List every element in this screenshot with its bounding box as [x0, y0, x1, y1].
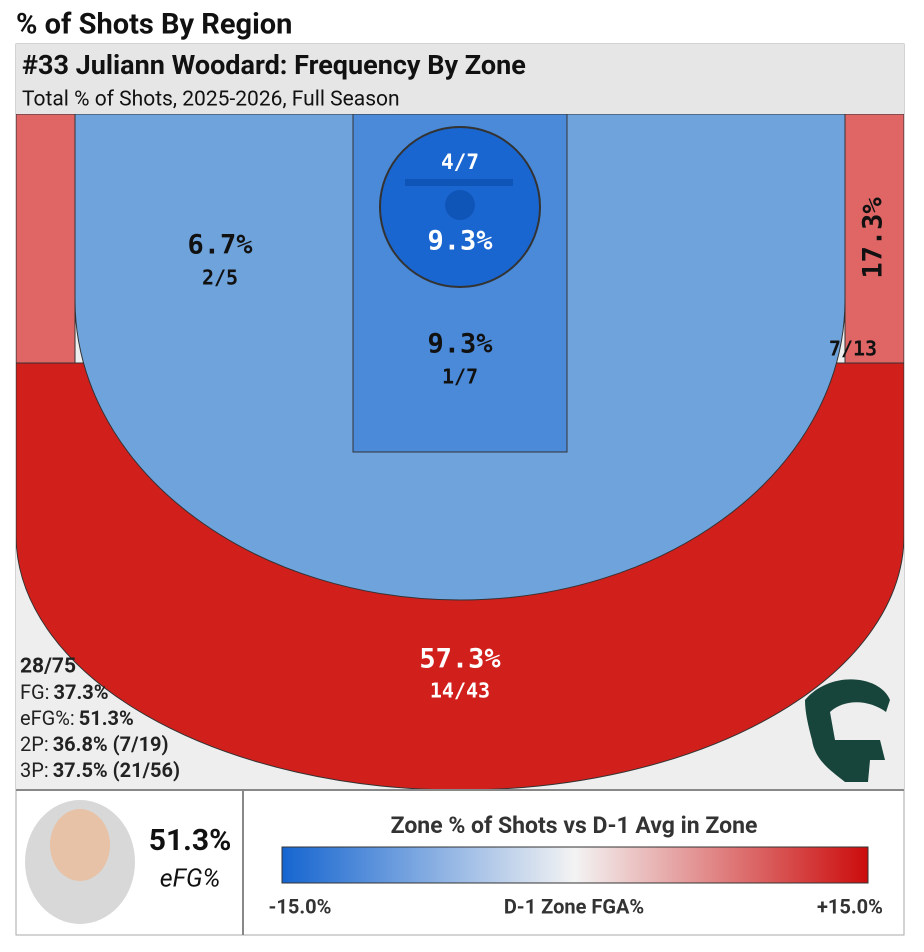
zone-made: 1/7: [442, 365, 478, 389]
efg-value: 51.3%: [149, 823, 232, 858]
stat-label: FG:: [20, 680, 50, 704]
stat-label: eFG%:: [20, 706, 75, 730]
left-corner-zone: [16, 114, 76, 364]
zone-pct: 57.3%: [419, 644, 501, 675]
stat-total: 28/75: [20, 655, 76, 679]
stat-line: 3P: 37.5% (21/56): [20, 758, 180, 782]
team-logo: [805, 679, 890, 782]
stat-value: 51.3%: [79, 706, 134, 730]
court: [16, 114, 904, 790]
card-subtitle: Total % of Shots, 2025-2026, Full Season: [22, 88, 400, 112]
legend-caption: D-1 Zone FGA%: [504, 894, 644, 918]
right-corner-zone: [844, 114, 904, 364]
zone-pct: 6.7%: [187, 230, 253, 261]
zone-pct: 9.3%: [427, 329, 493, 360]
stat-line: eFG%: 51.3%: [20, 706, 134, 730]
zone-made: 4/7: [441, 150, 479, 174]
legend-max: +15.0%: [817, 894, 883, 918]
hoop: [445, 190, 475, 220]
stat-value: 37.5% (21/56): [53, 758, 180, 782]
backboard: [405, 179, 513, 186]
zone-made: 7/13: [829, 337, 877, 361]
legend-title: Zone % of Shots vs D-1 Avg in Zone: [391, 812, 758, 839]
stat-label: 3P:: [20, 758, 49, 782]
logo-helmet: [805, 679, 890, 782]
player-face: [50, 809, 110, 881]
legend-scale: [281, 846, 869, 884]
stat-value: 36.8% (7/19): [53, 732, 169, 756]
stat-line: FG: 37.3%: [20, 680, 109, 704]
zone-made: 2/5: [202, 266, 238, 290]
zone-pct: 9.3%: [427, 226, 493, 257]
stat-line: 2P: 36.8% (7/19): [20, 732, 169, 756]
stat-value: 37.3%: [54, 680, 109, 704]
stat-label: 2P:: [20, 732, 49, 756]
card-title: #33 Juliann Woodard: Frequency By Zone: [22, 49, 526, 81]
zone-pct: 17.3%: [858, 197, 889, 279]
zone-made: 14/43: [430, 679, 490, 703]
page-title: % of Shots By Region: [16, 8, 292, 42]
efg-label: eFG%: [160, 865, 221, 894]
legend-min: -15.0%: [269, 894, 332, 918]
stat-lines: FG: 37.3%eFG%: 51.3%2P: 36.8% (7/19)3P: 37.5…: [20, 680, 180, 782]
card-header: [16, 44, 904, 114]
